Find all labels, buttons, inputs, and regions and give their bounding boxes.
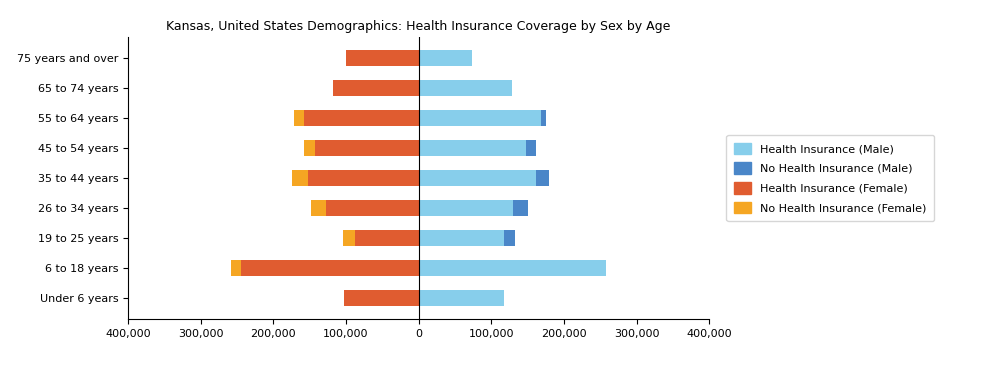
Bar: [419, 200, 513, 216]
Bar: [303, 140, 315, 156]
Bar: [333, 80, 419, 96]
Bar: [231, 260, 240, 276]
Bar: [293, 170, 308, 186]
Bar: [315, 140, 419, 156]
Bar: [344, 290, 419, 306]
Bar: [311, 200, 326, 216]
Bar: [419, 110, 541, 126]
Bar: [346, 50, 419, 66]
Bar: [303, 110, 419, 126]
Bar: [355, 230, 419, 246]
Bar: [536, 170, 550, 186]
Bar: [541, 110, 546, 126]
Bar: [308, 170, 419, 186]
Bar: [419, 140, 526, 156]
Bar: [240, 260, 419, 276]
Bar: [419, 170, 536, 186]
Bar: [504, 230, 514, 246]
Bar: [526, 140, 536, 156]
Bar: [343, 230, 355, 246]
Title: Kansas, United States Demographics: Health Insurance Coverage by Sex by Age: Kansas, United States Demographics: Heal…: [166, 20, 671, 33]
Legend: Health Insurance (Male), No Health Insurance (Male), Health Insurance (Female), : Health Insurance (Male), No Health Insur…: [726, 135, 934, 221]
Bar: [419, 80, 511, 96]
Bar: [419, 260, 606, 276]
Bar: [419, 230, 504, 246]
Bar: [326, 200, 419, 216]
Bar: [419, 290, 504, 306]
Bar: [419, 50, 472, 66]
Bar: [294, 110, 303, 126]
Bar: [513, 200, 528, 216]
